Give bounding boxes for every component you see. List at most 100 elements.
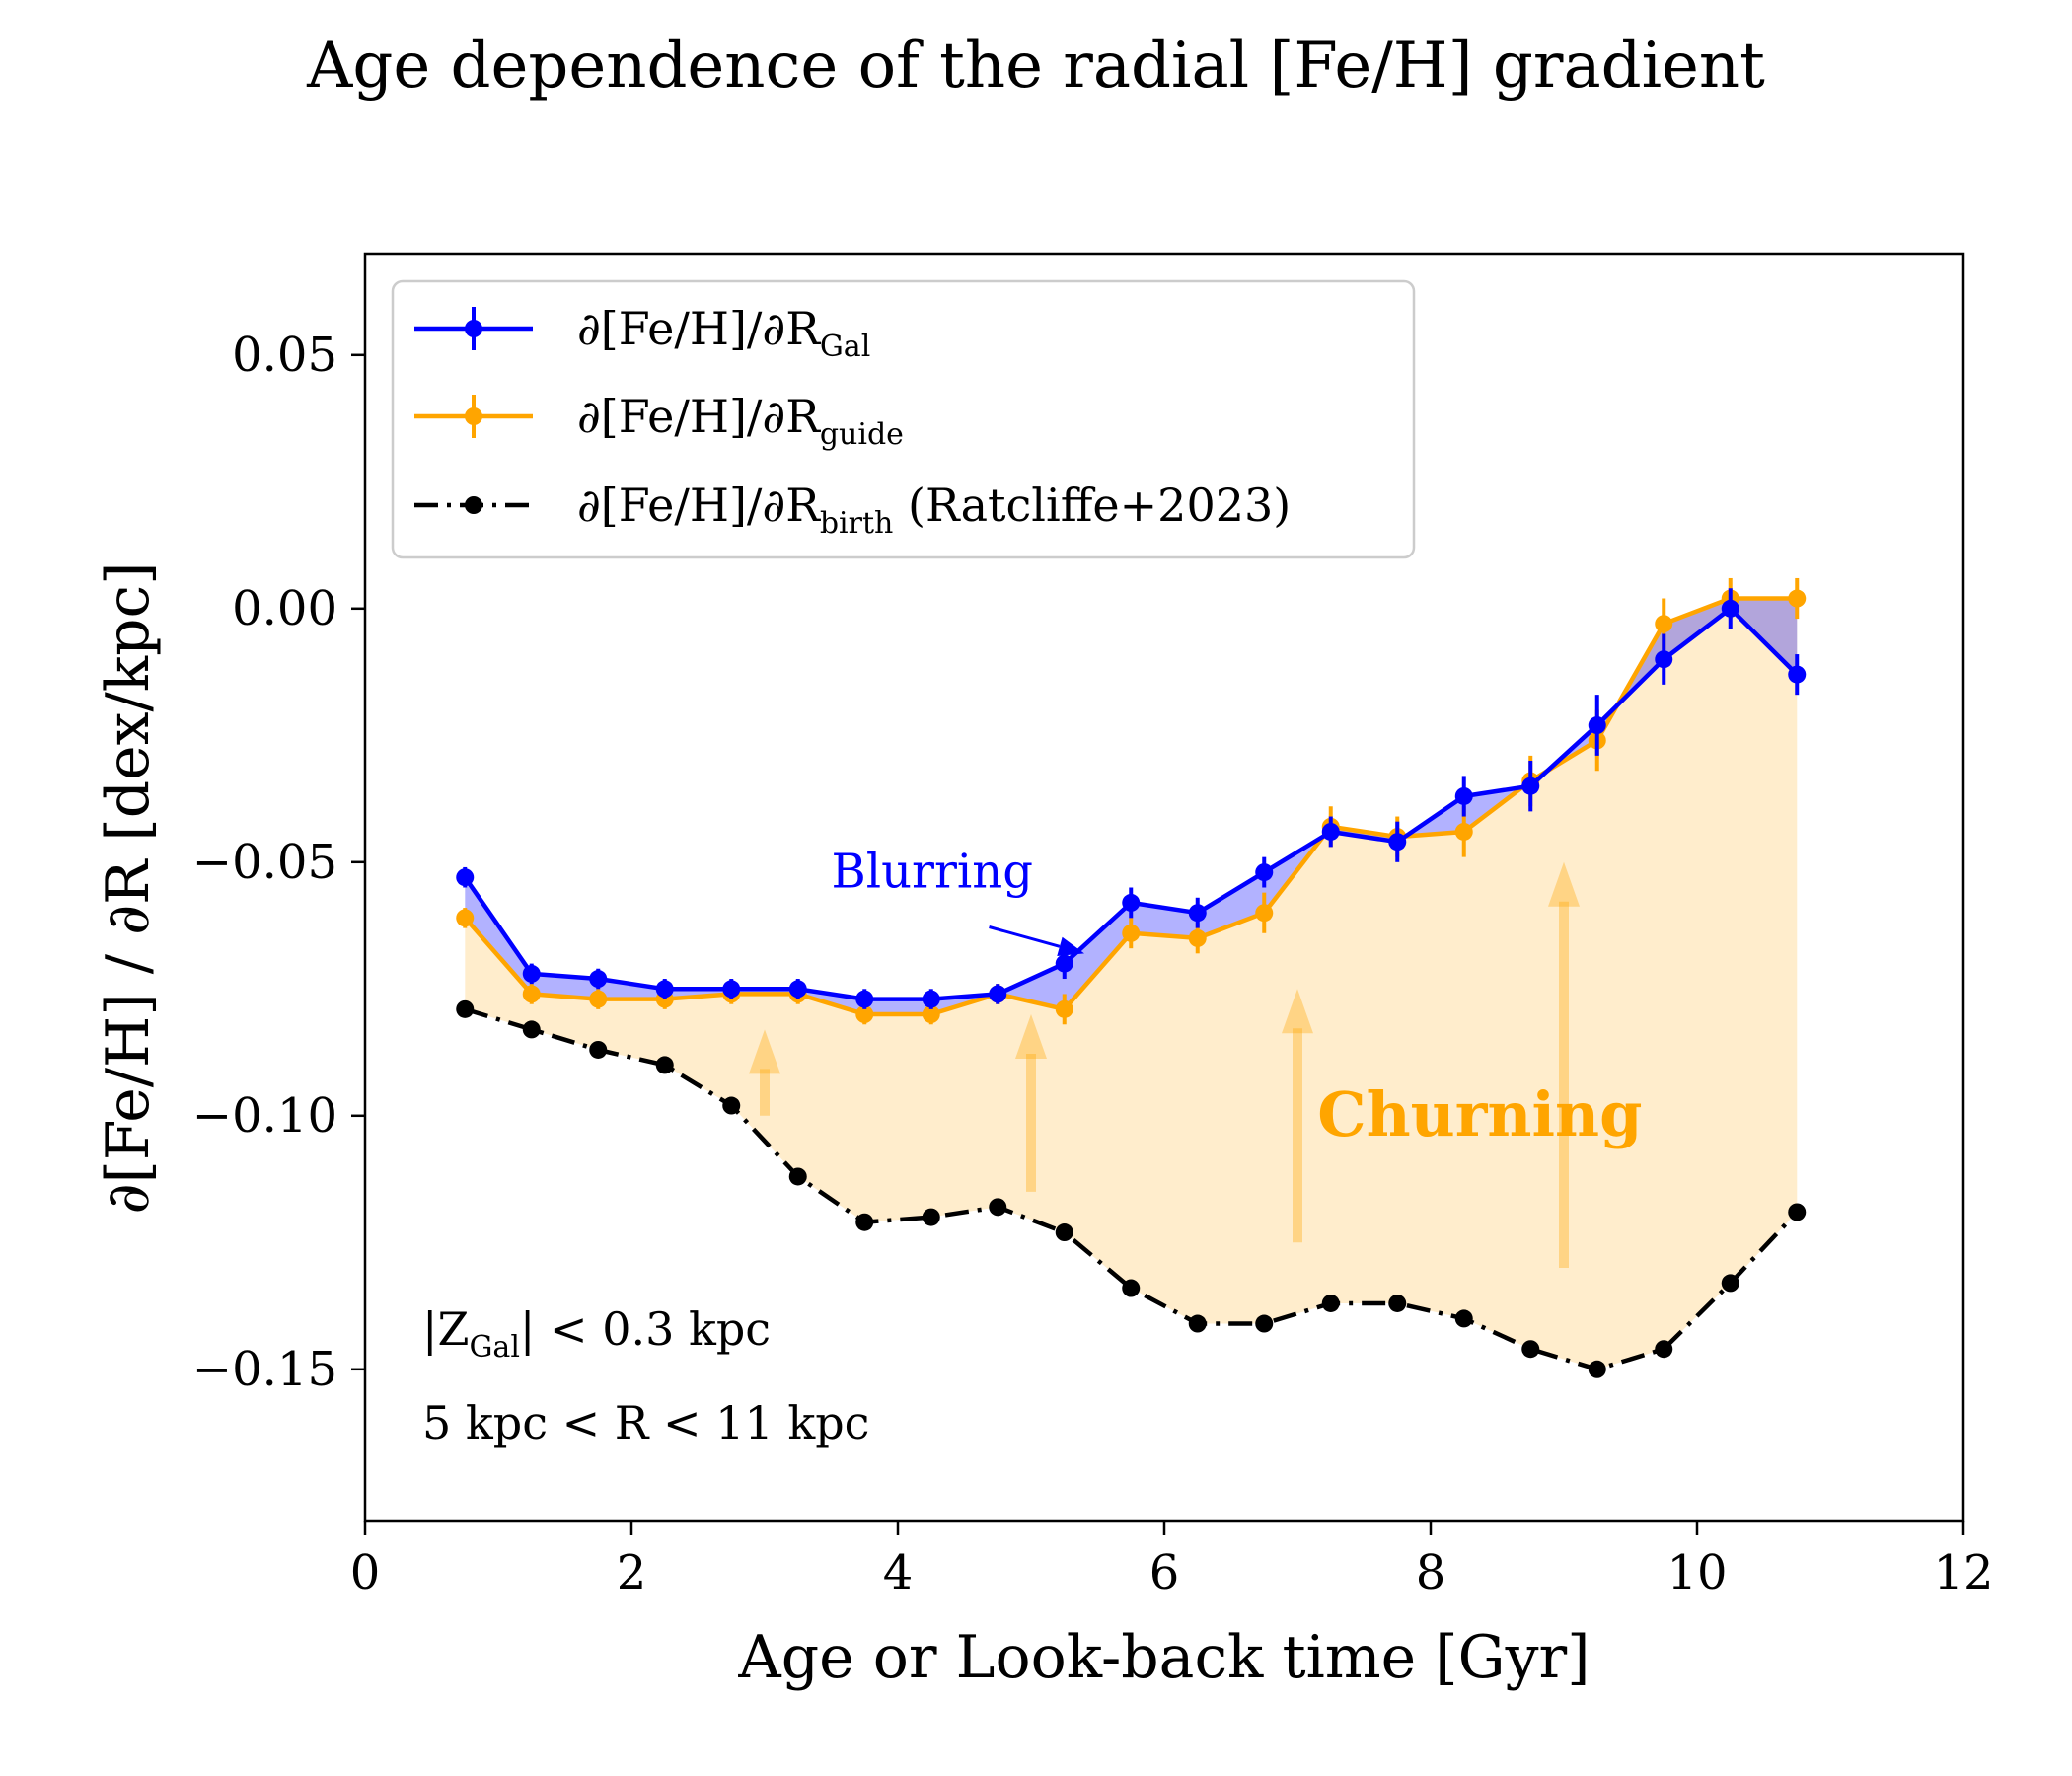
data-point-gal: [655, 980, 674, 999]
data-point-birth: [1055, 1223, 1073, 1242]
data-point-birth: [655, 1056, 674, 1074]
legend-label-sub: guide: [820, 417, 904, 452]
blurring-arrow: [989, 925, 1061, 948]
data-point-gal: [1521, 777, 1540, 795]
churning-arrows: [749, 861, 1580, 1268]
churning-arrow-head: [1282, 989, 1313, 1034]
legend-marker-guide: [465, 407, 482, 425]
legend-label-sub: Gal: [820, 330, 870, 364]
data-point-guide: [1055, 999, 1073, 1018]
data-point-guide: [1122, 924, 1141, 942]
y-axis-ticks: 0.05 0.00 −0.05 −0.10 −0.15: [192, 328, 365, 1397]
data-point-guide: [456, 909, 475, 927]
data-point-birth: [1321, 1294, 1340, 1312]
data-point-birth: [788, 1167, 807, 1186]
y-tick-label: −0.15: [192, 1342, 337, 1397]
data-point-gal: [788, 980, 807, 999]
y-axis-label: ∂[Fe/H] / ∂R [dex/kpc]: [94, 561, 163, 1214]
data-point-gal: [522, 964, 541, 983]
legend-entry-guide: ∂[Fe/H]/∂Rguide: [414, 390, 904, 452]
x-tick-label: 6: [1149, 1545, 1180, 1600]
selection-z-sub: Gal: [469, 1330, 519, 1365]
series-line-birth: [464, 1006, 1799, 1372]
data-point-birth: [1388, 1294, 1407, 1312]
data-point-birth: [1588, 1360, 1606, 1378]
data-point-guide: [1788, 589, 1807, 608]
data-point-gal: [1188, 904, 1207, 923]
plot-area: Blurring Churning |ZGal| < 0.3 kpc 5 kpc…: [192, 252, 1994, 1600]
x-tick-label: 12: [1933, 1545, 1993, 1600]
data-point-birth: [855, 1213, 874, 1231]
data-point-birth: [1655, 1340, 1673, 1359]
data-point-gal: [456, 868, 475, 887]
legend-label-gal: ∂[Fe/H]/∂RGal: [577, 302, 870, 364]
legend-label-guide: ∂[Fe/H]/∂Rguide: [577, 390, 904, 452]
blurring-label: Blurring: [832, 845, 1033, 900]
legend-label-main: ∂[Fe/H]/∂R: [577, 302, 821, 355]
annotation-layer: Blurring Churning |ZGal| < 0.3 kpc 5 kpc…: [422, 845, 1642, 1450]
legend-marker-gal: [465, 320, 482, 337]
series-gal: [456, 588, 1807, 1009]
legend-label-birth: ∂[Fe/H]/∂Rbirth (Ratcliffe+2023): [577, 479, 1291, 541]
data-point-birth: [1122, 1279, 1141, 1297]
data-point-guide: [1454, 822, 1473, 841]
legend-marker-birth: [465, 496, 482, 514]
data-point-guide: [1255, 904, 1274, 923]
data-point-gal: [1055, 954, 1073, 973]
chart-title: Age dependence of the radial [Fe/H] grad…: [306, 30, 1765, 103]
data-point-birth: [456, 999, 475, 1018]
data-point-gal: [1721, 599, 1739, 618]
y-tick-label: −0.10: [192, 1088, 337, 1144]
data-point-gal: [989, 985, 1007, 1003]
x-tick-label: 2: [617, 1545, 647, 1600]
x-axis-label: Age or Look-back time [Gyr]: [737, 1623, 1590, 1692]
data-point-guide: [522, 985, 541, 1003]
legend-label-sub: birth: [820, 506, 894, 541]
y-tick-label: −0.05: [192, 835, 337, 890]
data-point-birth: [922, 1208, 940, 1226]
data-point-guide: [855, 1005, 874, 1023]
data-point-gal: [1454, 786, 1473, 805]
legend-entry-gal: ∂[Fe/H]/∂RGal: [414, 302, 870, 364]
selection-z-note: |ZGal| < 0.3 kpc: [422, 1302, 771, 1365]
legend-box: [391, 279, 1416, 559]
data-point-gal: [722, 980, 741, 999]
series-layer: [456, 577, 1807, 1378]
data-point-guide: [1655, 615, 1673, 633]
data-point-gal: [1122, 893, 1141, 912]
data-point-birth: [989, 1198, 1007, 1217]
data-point-guide: [1188, 928, 1207, 947]
data-point-gal: [1588, 716, 1606, 735]
data-point-birth: [1521, 1340, 1540, 1359]
legend-label-main: ∂[Fe/H]/∂R: [577, 479, 821, 532]
selection-r-note: 5 kpc < R < 11 kpc: [422, 1396, 869, 1449]
data-point-gal: [855, 990, 874, 1008]
data-point-gal: [589, 970, 608, 989]
x-tick-label: 10: [1666, 1545, 1727, 1600]
series-birth: [456, 999, 1807, 1378]
x-tick-label: 8: [1416, 1545, 1446, 1600]
data-point-guide: [589, 990, 608, 1008]
data-point-birth: [1454, 1309, 1473, 1328]
legend: ∂[Fe/H]/∂RGal∂[Fe/H]/∂Rguide∂[Fe/H]/∂Rbi…: [391, 279, 1416, 559]
selection-z-post: | < 0.3 kpc: [520, 1302, 771, 1356]
data-point-birth: [1188, 1314, 1207, 1333]
data-point-gal: [1388, 833, 1407, 851]
blurring-arrowhead: [1057, 936, 1084, 956]
selection-z-pre: |Z: [422, 1302, 469, 1356]
churning-arrow-head: [1015, 1014, 1047, 1059]
data-point-birth: [522, 1020, 541, 1039]
data-point-birth: [1721, 1274, 1739, 1293]
data-point-gal: [1255, 863, 1274, 882]
churning-label: Churning: [1317, 1078, 1642, 1150]
data-point-gal: [1655, 650, 1673, 669]
data-point-gal: [1788, 665, 1807, 684]
data-point-gal: [1321, 822, 1340, 841]
y-tick-label: 0.05: [232, 328, 337, 383]
x-axis-ticks: 0 2 4 6 8 10 12: [350, 1521, 1994, 1600]
data-point-birth: [589, 1040, 608, 1059]
data-point-guide: [922, 1005, 940, 1023]
legend-label-extra: (Ratcliffe+2023): [893, 479, 1291, 532]
x-tick-label: 0: [350, 1545, 381, 1600]
